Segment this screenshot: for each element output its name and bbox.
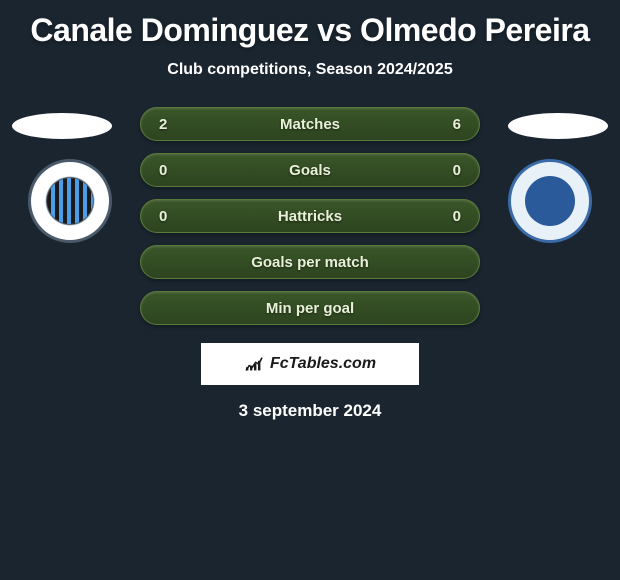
stat-row-gpm: Goals per match (140, 245, 480, 279)
stat-row-goals: 0 Goals 0 (140, 153, 480, 187)
brand-label: FcTables.com (270, 355, 376, 373)
stat-row-hattricks: 0 Hattricks 0 (140, 199, 480, 233)
stat-value-right: 0 (441, 208, 461, 225)
stat-value-right: 0 (441, 162, 461, 179)
stat-label: Goals per match (179, 254, 441, 271)
stat-row-mpg: Min per goal (140, 291, 480, 325)
stat-value-left: 0 (159, 208, 179, 225)
club-logo-right (508, 159, 592, 243)
stat-label: Matches (179, 116, 441, 133)
page-title: Canale Dominguez vs Olmedo Pereira (0, 0, 620, 49)
comparison-area: 2 Matches 6 0 Goals 0 0 Hattricks 0 Goal… (0, 107, 620, 325)
stat-value-left: 0 (159, 162, 179, 179)
stat-label: Hattricks (179, 208, 441, 225)
brand-box[interactable]: FcTables.com (201, 343, 419, 385)
stat-value-right: 6 (441, 116, 461, 133)
chart-icon (244, 356, 264, 372)
stat-bars: 2 Matches 6 0 Goals 0 0 Hattricks 0 Goal… (140, 107, 480, 325)
stat-value-left: 2 (159, 116, 179, 133)
subtitle: Club competitions, Season 2024/2025 (0, 61, 620, 79)
date-line: 3 september 2024 (0, 401, 620, 421)
flag-left (12, 113, 112, 139)
stat-label: Goals (179, 162, 441, 179)
stat-row-matches: 2 Matches 6 (140, 107, 480, 141)
club-logo-left (28, 159, 112, 243)
flag-right (508, 113, 608, 139)
stat-label: Min per goal (179, 300, 441, 317)
